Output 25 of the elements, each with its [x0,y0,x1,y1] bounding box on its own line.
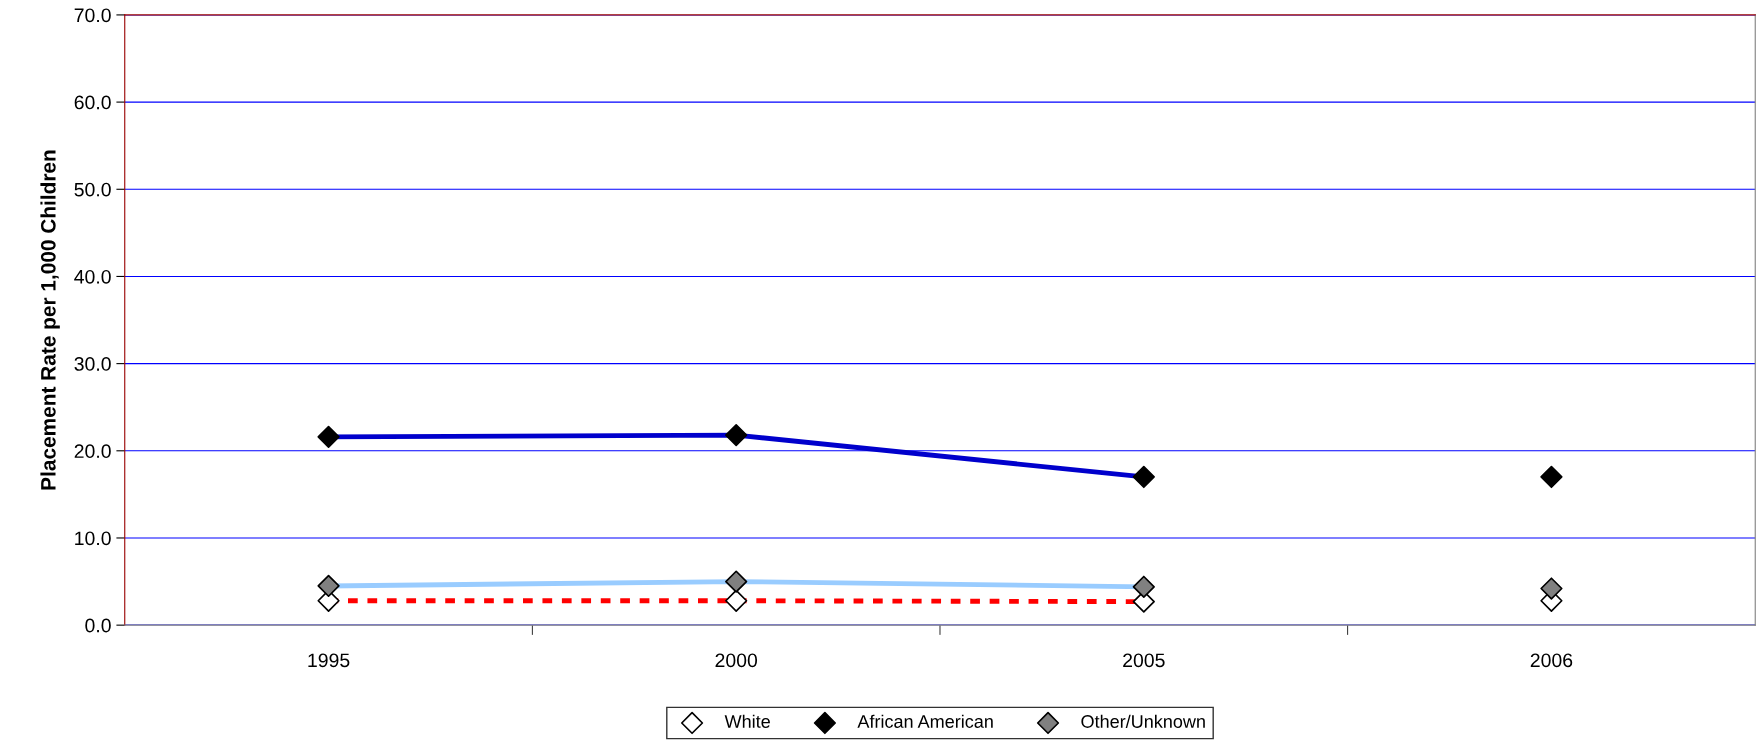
y-tick-label: 40.0 [74,269,111,284]
point [725,423,748,447]
y-tick-label: 70.0 [74,8,111,23]
legend-label: Other/Unknown [1081,714,1205,728]
x-tick-label: 2006 [1530,653,1573,668]
x-tick-label: 2005 [1123,653,1165,668]
point [1540,577,1563,600]
x-tick-label: 1995 [308,653,350,668]
point [1132,575,1155,598]
y-tick-label: 30.0 [74,357,111,371]
x-tick-label: 2000 [715,653,758,668]
legend-label: White [724,714,770,728]
y-tick-label: 20.0 [74,444,111,459]
point [725,570,748,593]
point [725,589,748,612]
y-tick-label: 60.0 [74,95,111,110]
legend-label: African American [857,714,993,728]
point [317,574,340,598]
point [1132,465,1155,489]
point [1540,465,1563,489]
y-tick-label: 10.0 [75,531,111,546]
y-tick-label: 50.0 [74,182,111,197]
y-tick-label: 0.0 [85,618,111,633]
point [317,425,340,448]
y-axis-title: Placement Rate per 1,000 Children [40,150,60,490]
